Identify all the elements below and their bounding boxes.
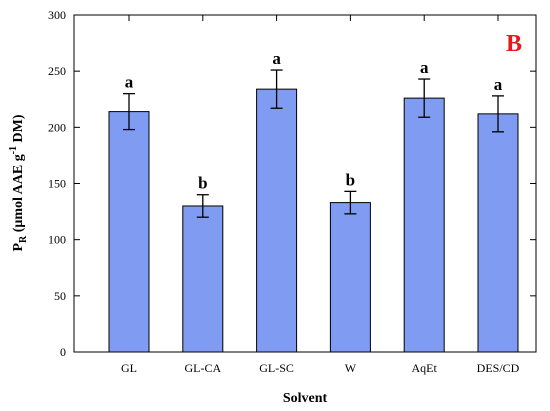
error-bar [123, 92, 135, 131]
y-tick-label: 250 [48, 64, 66, 78]
error-bar [492, 95, 504, 133]
x-tick-label: W [345, 361, 357, 375]
y-tick-label: 200 [48, 120, 66, 134]
x-tick-label: GL-SC [259, 361, 294, 375]
y-axis-title-sub: R [18, 235, 29, 243]
y-axis-title-text1: (μmol AAE g [11, 154, 26, 235]
y-axis: 0 50 100 150 200 250 300 [48, 8, 536, 359]
y-axis-title-text2: DM) [11, 114, 26, 146]
x-tick-label: GL [121, 361, 137, 375]
y-tick-label: 0 [60, 345, 66, 359]
bars [108, 88, 519, 353]
y-tick-label: 150 [48, 177, 66, 191]
x-axis-title: Solvent [283, 391, 328, 406]
error-bar [196, 194, 209, 218]
significance-label: a [420, 58, 429, 77]
x-tick-label: DES/CD [477, 361, 520, 375]
significance-label: a [272, 49, 281, 68]
y-axis-title-main: P [11, 243, 26, 252]
error-bar [270, 69, 283, 109]
error-bars [123, 69, 504, 218]
x-axis: GL GL-CA GL-SC W AqEt DES/CD [121, 15, 520, 375]
bar-gl [108, 111, 150, 353]
bar-gl-ca [182, 205, 224, 353]
y-axis-title: PR (μmol AAE g-1 DM) [8, 114, 29, 251]
significance-label: a [494, 75, 503, 94]
error-bar [344, 190, 357, 215]
bar-des-cd [477, 113, 519, 353]
significance-label: b [346, 170, 355, 189]
significance-labels: a b a b a a [125, 49, 503, 193]
bar-gl-sc [256, 88, 298, 353]
error-bar [418, 78, 431, 118]
significance-label: b [198, 174, 207, 193]
x-tick-label: GL-CA [184, 361, 221, 375]
panel-label: B [506, 31, 522, 57]
significance-label: a [125, 73, 134, 92]
bar-aqet [403, 97, 445, 353]
bar-w [329, 202, 371, 353]
y-tick-label: 300 [48, 8, 66, 22]
y-tick-label: 100 [48, 233, 66, 247]
x-tick-label: AqEt [412, 361, 438, 375]
y-axis-title-sup: -1 [8, 146, 19, 154]
y-tick-label: 50 [54, 289, 66, 303]
